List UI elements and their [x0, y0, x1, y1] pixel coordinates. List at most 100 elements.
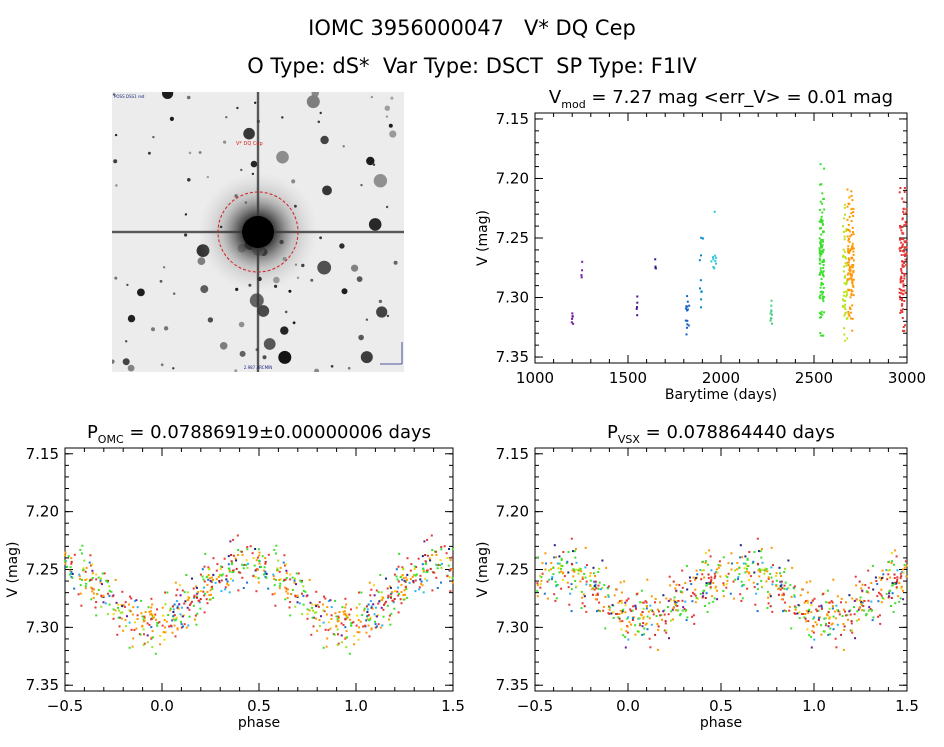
data-point: [843, 275, 846, 278]
data-point: [713, 577, 716, 580]
data-point: [620, 602, 623, 604]
data-point: [294, 605, 297, 608]
data-point: [604, 595, 607, 598]
data-point: [775, 572, 778, 575]
data-point: [813, 616, 816, 619]
data-point: [344, 613, 347, 615]
data-point: [846, 228, 849, 231]
data-point: [336, 628, 339, 631]
data-point: [679, 613, 682, 615]
data-point: [674, 602, 677, 605]
plot-frame: [64, 447, 454, 692]
data-point: [183, 614, 185, 617]
data-point: [812, 625, 815, 628]
data-point: [900, 587, 903, 590]
data-point: [888, 569, 891, 572]
data-point: [905, 575, 908, 578]
data-point: [851, 329, 854, 332]
data-point: [901, 308, 904, 311]
data-point: [771, 583, 774, 586]
data-point: [387, 594, 390, 597]
data-point: [164, 591, 167, 594]
data-point: [685, 333, 688, 336]
data-point: [846, 218, 849, 221]
data-point: [672, 607, 675, 610]
data-point: [205, 598, 208, 601]
data-point: [249, 545, 252, 548]
data-point: [789, 584, 792, 587]
data-point: [902, 285, 905, 288]
data-point: [132, 637, 135, 640]
data-point: [448, 576, 451, 579]
data-point: [99, 577, 102, 580]
data-point: [654, 601, 656, 604]
data-point: [642, 622, 645, 624]
data-point: [412, 580, 415, 583]
data-point: [624, 646, 627, 649]
data-point: [271, 593, 274, 596]
field-star: [317, 120, 321, 124]
data-point: [214, 581, 217, 584]
field-star: [370, 95, 374, 99]
data-point: [186, 606, 189, 609]
data-point: [753, 551, 756, 553]
data-point: [848, 267, 851, 270]
data-point: [550, 562, 553, 564]
data-point: [196, 596, 198, 599]
data-point: [405, 588, 408, 590]
data-point: [769, 572, 772, 575]
data-point: [694, 588, 697, 591]
data-point: [225, 574, 228, 577]
data-point: [627, 597, 630, 600]
y-tick-label: 7.35: [496, 676, 529, 694]
data-point: [769, 595, 772, 598]
data-point: [840, 597, 843, 600]
data-point: [267, 587, 270, 590]
data-point: [344, 626, 347, 629]
data-point: [813, 597, 816, 600]
x-tick-label: −0.5: [47, 697, 83, 715]
data-point: [899, 249, 902, 252]
data-point: [843, 203, 846, 206]
data-point: [903, 191, 906, 193]
data-point: [610, 612, 613, 615]
data-point: [819, 272, 822, 274]
data-point: [118, 625, 121, 628]
data-point: [818, 312, 821, 315]
data-point: [360, 591, 363, 594]
data-point: [852, 215, 855, 217]
data-point: [308, 578, 311, 581]
data-point: [369, 594, 372, 597]
data-point: [283, 554, 286, 557]
data-point: [90, 586, 93, 589]
data-point: [821, 222, 824, 225]
data-point: [230, 577, 233, 580]
data-point: [208, 568, 211, 571]
data-point: [571, 569, 574, 572]
y-tick-label: 7.30: [26, 618, 59, 636]
data-point: [581, 260, 584, 263]
data-point: [654, 258, 657, 261]
field-star: [356, 276, 363, 282]
data-point: [200, 590, 202, 592]
data-point: [621, 620, 624, 623]
data-point: [556, 562, 559, 565]
data-point: [669, 598, 672, 601]
data-point: [682, 606, 685, 609]
data-point: [414, 590, 417, 593]
data-point: [667, 606, 669, 608]
data-point: [905, 223, 908, 225]
data-point: [154, 613, 157, 616]
data-point: [713, 267, 716, 270]
plot-title: POMC = 0.07886919±0.00000006 days: [87, 422, 431, 446]
data-point: [710, 569, 713, 572]
data-point: [337, 615, 340, 618]
data-point: [818, 259, 821, 262]
data-point: [183, 623, 186, 626]
data-point: [903, 277, 906, 280]
data-point: [210, 593, 212, 596]
data-point: [334, 599, 337, 602]
data-point: [783, 587, 786, 590]
data-point: [343, 613, 346, 616]
data-point: [100, 594, 103, 597]
